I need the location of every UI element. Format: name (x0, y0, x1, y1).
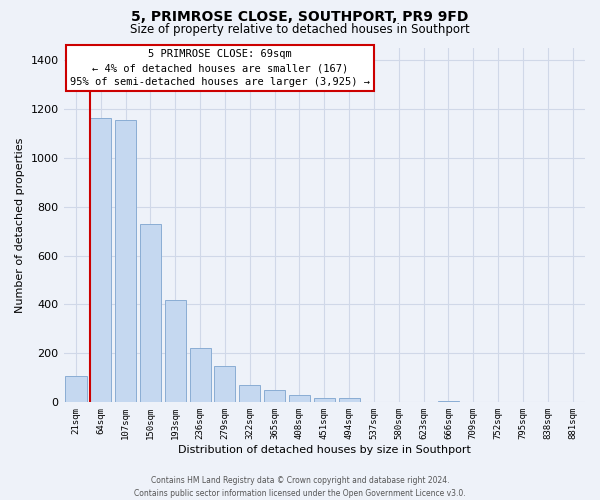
Bar (239, 384, 260, 402)
Text: Size of property relative to detached houses in Southport: Size of property relative to detached ho… (130, 22, 470, 36)
Bar (264, 390, 285, 402)
Bar (214, 366, 235, 403)
Bar (90, 118, 112, 403)
Bar (190, 348, 211, 403)
Text: Contains HM Land Registry data © Crown copyright and database right 2024.
Contai: Contains HM Land Registry data © Crown c… (134, 476, 466, 498)
Bar (165, 300, 186, 403)
Text: 5, PRIMROSE CLOSE, SOUTHPORT, PR9 9FD: 5, PRIMROSE CLOSE, SOUTHPORT, PR9 9FD (131, 10, 469, 24)
Bar (314, 398, 335, 402)
Bar (438, 401, 459, 402)
Bar (289, 394, 310, 402)
Y-axis label: Number of detached properties: Number of detached properties (15, 137, 25, 312)
Bar (338, 398, 359, 402)
Bar (65, 376, 86, 402)
X-axis label: Distribution of detached houses by size in Southport: Distribution of detached houses by size … (178, 445, 471, 455)
Text: 5 PRIMROSE CLOSE: 69sqm
← 4% of detached houses are smaller (167)
95% of semi-de: 5 PRIMROSE CLOSE: 69sqm ← 4% of detached… (70, 50, 370, 88)
Bar (115, 120, 136, 403)
Bar (140, 224, 161, 402)
